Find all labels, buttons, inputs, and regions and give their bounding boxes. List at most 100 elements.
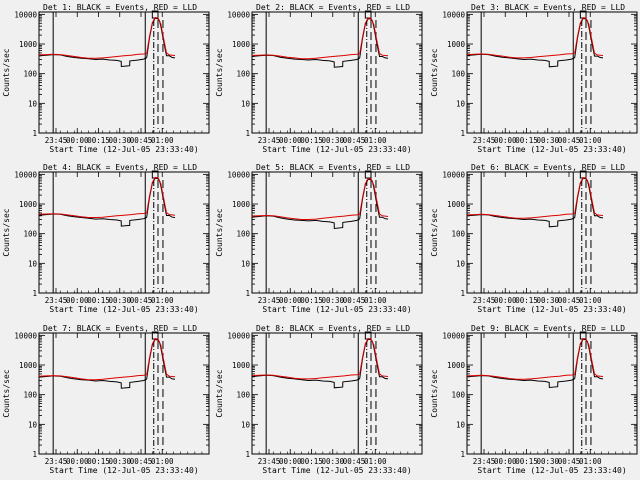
panel-title: Det 2: BLACK = Events, RED = LLD <box>256 3 410 12</box>
y-tick-label: 1000 <box>19 40 38 49</box>
y-tick-label: 1 <box>245 129 250 138</box>
y-tick-label: 10000 <box>227 10 250 19</box>
y-tick-label: 1 <box>460 289 465 298</box>
x-tick-label: 00:00 <box>494 457 517 466</box>
y-tick-label: 100 <box>23 70 37 79</box>
x-axis-label: Start Time (12-Jul-05 23:33:40) <box>262 305 411 314</box>
panel-det-7: Det 7: BLACK = Events, RED = LLD 1 10 100 10… <box>2 324 210 475</box>
x-tick-label: 01:00 <box>151 296 174 305</box>
x-tick-label: 23:45 <box>473 457 496 466</box>
panel-title: Det 4: BLACK = Events, RED = LLD <box>43 163 197 172</box>
y-tick-label: 1000 <box>447 200 466 209</box>
y-tick-label: 100 <box>23 230 37 239</box>
y-tick-label: 1 <box>460 450 465 459</box>
panel-det-2: Det 2: BLACK = Events, RED = LLD 1 10 100 10… <box>215 3 423 154</box>
y-tick-label: 10000 <box>442 170 465 179</box>
x-axis-label: Start Time (12-Jul-05 23:33:40) <box>477 466 626 475</box>
panel-title: Det 8: BLACK = Events, RED = LLD <box>256 324 410 333</box>
x-tick-label: 00:45 <box>343 136 366 145</box>
y-tick-label: 10000 <box>227 331 250 340</box>
y-tick-label: 10 <box>241 99 251 108</box>
x-tick-label: 00:45 <box>558 136 581 145</box>
y-tick-label: 1 <box>32 289 37 298</box>
series-lld-line <box>251 17 389 60</box>
x-tick-label: 00:30 <box>321 457 344 466</box>
x-tick-label: 00:00 <box>66 457 89 466</box>
panel-title: Det 5: BLACK = Events, RED = LLD <box>256 163 410 172</box>
x-tick-label: 23:45 <box>473 136 496 145</box>
panel-title: Det 9: BLACK = Events, RED = LLD <box>471 324 625 333</box>
y-axis-label: Counts/sec <box>215 369 224 417</box>
y-tick-label: 10000 <box>14 170 37 179</box>
x-tick-label: 00:30 <box>108 296 131 305</box>
panel-title: Det 7: BLACK = Events, RED = LLD <box>43 324 197 333</box>
x-tick-label: 00:15 <box>300 136 323 145</box>
series-lld-line <box>466 176 604 219</box>
x-tick-label: 00:45 <box>343 296 366 305</box>
x-tick-label: 01:00 <box>579 457 602 466</box>
x-tick-label: 00:15 <box>515 136 538 145</box>
x-tick-label: 00:00 <box>279 457 302 466</box>
x-tick-label: 23:45 <box>258 296 281 305</box>
y-tick-label: 100 <box>236 391 250 400</box>
series-lld-line <box>251 337 389 380</box>
x-tick-label: 23:45 <box>45 457 68 466</box>
x-axis-label: Start Time (12-Jul-05 23:33:40) <box>262 145 411 154</box>
x-tick-label: 00:00 <box>494 136 517 145</box>
y-axis-label: Counts/sec <box>2 48 11 96</box>
y-tick-label: 1 <box>245 289 250 298</box>
y-axis-label: Counts/sec <box>2 369 11 417</box>
y-tick-label: 10 <box>456 420 466 429</box>
y-tick-label: 100 <box>23 391 37 400</box>
y-axis-label: Counts/sec <box>430 48 439 96</box>
series-events-line <box>251 338 389 389</box>
y-axis-label: Counts/sec <box>430 208 439 256</box>
y-tick-label: 100 <box>451 230 465 239</box>
series-lld-line <box>38 338 176 381</box>
panel-title: Det 3: BLACK = Events, RED = LLD <box>471 3 625 12</box>
panel-det-3: Det 3: BLACK = Events, RED = LLD 1 10 100 10… <box>430 3 638 154</box>
y-axis-label: Counts/sec <box>215 208 224 256</box>
y-tick-label: 10 <box>241 420 251 429</box>
y-tick-label: 10 <box>28 420 38 429</box>
x-tick-label: 00:30 <box>536 296 559 305</box>
panel-det-1: Det 1: BLACK = Events, RED = LLD 1 10 100 10… <box>2 3 210 154</box>
x-tick-label: 00:45 <box>130 296 153 305</box>
y-tick-label: 1000 <box>19 361 38 370</box>
panel-det-4: Det 4: BLACK = Events, RED = LLD 1 10 100 10… <box>2 163 210 314</box>
x-axis-label: Start Time (12-Jul-05 23:33:40) <box>477 305 626 314</box>
x-tick-label: 00:45 <box>130 136 153 145</box>
x-tick-label: 23:45 <box>258 457 281 466</box>
y-tick-label: 10 <box>456 259 466 268</box>
panel-det-6: Det 6: BLACK = Events, RED = LLD 1 10 100 10… <box>430 163 638 314</box>
x-tick-label: 00:15 <box>515 296 538 305</box>
x-tick-label: 00:00 <box>279 136 302 145</box>
series-lld-line <box>38 176 176 218</box>
x-tick-label: 01:00 <box>151 457 174 466</box>
y-tick-label: 10000 <box>14 10 37 19</box>
x-tick-label: 23:45 <box>45 296 68 305</box>
x-tick-label: 00:30 <box>108 457 131 466</box>
x-tick-label: 00:00 <box>66 296 89 305</box>
x-tick-label: 01:00 <box>364 296 387 305</box>
y-tick-label: 10 <box>241 259 251 268</box>
y-tick-label: 100 <box>236 70 250 79</box>
y-tick-label: 100 <box>236 230 250 239</box>
x-tick-label: 00:45 <box>343 457 366 466</box>
series-events-line <box>466 338 604 389</box>
x-axis-label: Start Time (12-Jul-05 23:33:40) <box>49 305 198 314</box>
y-tick-label: 100 <box>451 391 465 400</box>
x-tick-label: 23:45 <box>258 136 281 145</box>
y-axis-label: Counts/sec <box>215 48 224 96</box>
y-tick-label: 10000 <box>442 331 465 340</box>
x-tick-label: 00:15 <box>87 296 110 305</box>
series-events-line <box>251 178 389 230</box>
panel-det-8: Det 8: BLACK = Events, RED = LLD 1 10 100 10… <box>215 324 423 475</box>
x-tick-label: 00:30 <box>321 136 344 145</box>
y-tick-label: 10000 <box>227 170 250 179</box>
y-tick-label: 1000 <box>447 40 466 49</box>
x-tick-label: 23:45 <box>45 136 68 145</box>
y-tick-label: 10 <box>456 99 466 108</box>
